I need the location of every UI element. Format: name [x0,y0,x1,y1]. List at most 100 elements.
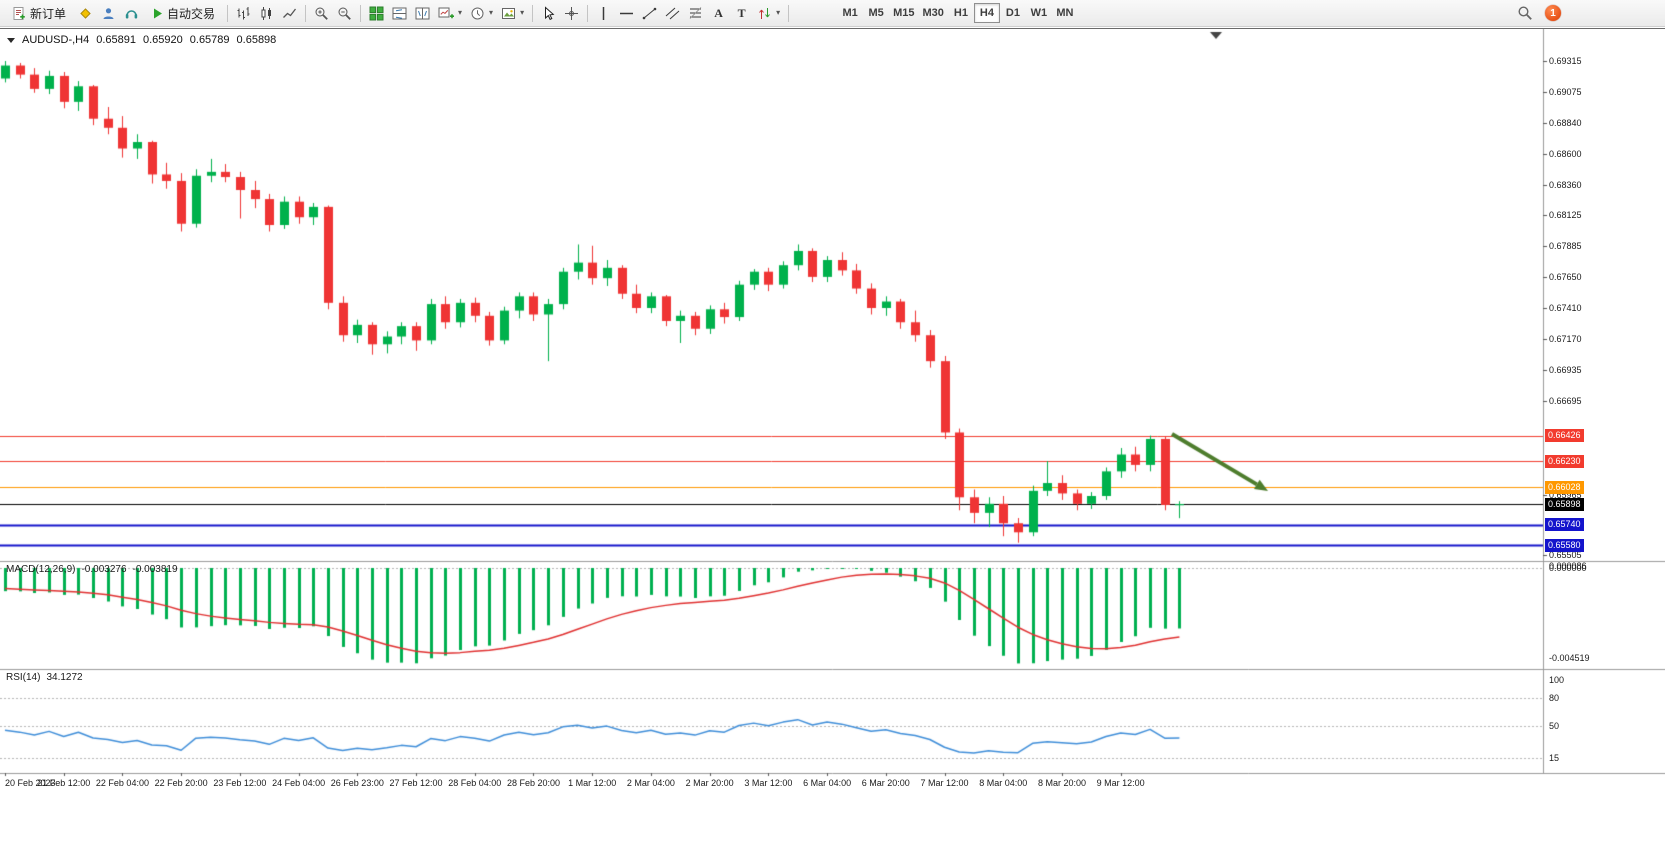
chart-ohlc-readout: AUDUSD-,H4 0.65891 0.65920 0.65789 0.658… [7,34,276,46]
chart-canvas[interactable] [0,29,1665,795]
new-order-button[interactable]: 新订单 [4,2,74,24]
chart-open-value: 0.65891 [96,34,136,46]
new-chart-dropdown-button[interactable]: ▾ [434,2,466,24]
timeframe-h1-button[interactable]: H1 [948,3,974,23]
fibonacci-button[interactable] [684,2,707,24]
cursor-button[interactable] [537,2,560,24]
timeframe-d1-button[interactable]: D1 [1000,3,1026,23]
timeframe-mn-button[interactable]: MN [1052,3,1078,23]
text-icon: A [714,5,723,20]
rsi-value: 34.1272 [46,672,83,683]
zoom-out-icon [338,7,351,20]
timeframe-m1-button[interactable]: M1 [837,3,863,23]
mql5-community-button[interactable] [97,2,120,24]
text-label-button[interactable]: T [730,2,753,24]
fibonacci-icon [689,6,702,19]
time-axis-label: 22 Feb 20:00 [154,778,208,788]
market-button[interactable] [120,2,143,24]
arrows-icon [759,7,770,19]
horizontal-line-button[interactable] [615,2,638,24]
zoom-out-button[interactable] [333,2,356,24]
chart-symbol-period: AUDUSD-,H4 [22,34,90,46]
time-axis-label: 28 Feb 04:00 [448,778,502,788]
time-axis-label: 22 Feb 04:00 [95,778,149,788]
cursor-icon [545,5,555,20]
time-axis-label: 2 Mar 20:00 [685,778,734,788]
time-axis-label: 24 Feb 04:00 [272,778,326,788]
timeframe-h4-button[interactable]: H4 [973,3,1000,23]
metaeditor-icon [80,7,91,19]
time-axis-label: 26 Feb 23:00 [330,778,384,788]
crosshair-icon [565,6,579,20]
line-chart-button[interactable] [278,2,301,24]
trendline-icon [642,7,657,19]
tile-horizontally-icon [392,7,407,19]
time-axis-label: 2 Mar 04:00 [626,778,675,788]
rsi-level-label: 100 [1549,675,1565,685]
new-chart-icon [438,7,455,18]
one-click-trading-toggle[interactable] [7,37,15,43]
text-label-icon: T [737,5,746,20]
zoom-in-button[interactable] [310,2,333,24]
price-level-label-support-2: 0.65580 [1545,538,1584,552]
time-axis-label: 6 Mar 20:00 [861,778,910,788]
price-tick-label: 0.67170 [1549,334,1582,345]
time-axis-label: 27 Feb 12:00 [389,778,443,788]
macd-indicator-label: MACD(12,26,9) -0.003276 -0.003819 [6,564,178,575]
rsi-indicator-label: RSI(14) 34.1272 [6,672,83,683]
chart-low-value: 0.65789 [189,34,230,46]
tile-windows-button[interactable] [365,2,388,24]
time-axis-label: 20 Feb 2023 [5,778,56,788]
new-order-icon [13,6,25,20]
bar-chart-button[interactable] [232,2,255,24]
price-tick-label: 0.68840 [1549,117,1582,128]
price-level-label-resistance-1: 0.66426 [1545,429,1584,443]
tile-vertically-button[interactable] [411,2,434,24]
price-tick-label: 0.66935 [1549,364,1582,375]
person-icon [103,7,114,19]
price-tick-label: 0.69075 [1549,87,1582,98]
search-button[interactable] [1513,2,1537,24]
tile-horizontally-button[interactable] [388,2,411,24]
crosshair-button[interactable] [560,2,583,24]
time-axis-label: 21 Feb 12:00 [37,778,91,788]
time-axis-label: 1 Mar 12:00 [568,778,617,788]
rsi-level-label: 15 [1549,753,1560,764]
periods-dropdown-button[interactable]: ▾ [466,2,497,24]
templates-dropdown-button[interactable]: ▾ [497,2,528,24]
toolbar-separator [788,4,790,22]
equidistant-channel-button[interactable] [661,2,684,24]
template-icon [502,7,516,19]
time-axis-label: 7 Mar 12:00 [920,778,969,788]
price-level-label-current-price: 0.65898 [1545,497,1584,511]
bar-chart-icon [237,6,250,19]
autotrading-button[interactable]: 自动交易 [143,2,223,24]
notifications-badge[interactable]: 1 [1545,5,1561,21]
new-order-label: 新订单 [30,6,67,21]
timeframe-m5-button[interactable]: M5 [863,3,889,23]
candlestick-chart-icon [261,6,272,20]
time-axis-label: 8 Mar 20:00 [1037,778,1086,788]
metaeditor-button[interactable] [74,2,97,24]
arrows-dropdown-button[interactable]: ▾ [753,2,784,24]
chart-high-value: 0.65920 [143,34,183,46]
timeframe-w1-button[interactable]: W1 [1026,3,1052,23]
price-level-label-resistance-2: 0.66230 [1545,454,1584,468]
price-tick-label: 0.66695 [1549,395,1582,406]
macd-name: MACD(12,26,9) [6,564,76,575]
price-tick-label: 0.68360 [1549,179,1582,190]
toolbar-separator [587,4,589,22]
time-axis-label: 28 Feb 20:00 [506,778,560,788]
candlestick-chart-button[interactable] [255,2,278,24]
chart-window: AUDUSD-,H4 0.65891 0.65920 0.65789 0.658… [0,28,1665,795]
trendline-button[interactable] [638,2,661,24]
timeframe-m30-button[interactable]: M30 [919,3,948,23]
price-tick-label: 0.67410 [1549,303,1582,313]
timeframe-m15-button[interactable]: M15 [889,3,918,23]
chevron-down-icon: ▾ [776,8,781,17]
text-button[interactable]: A [707,2,730,24]
vertical-line-button[interactable] [592,2,615,24]
rsi-level-label: 50 [1549,721,1560,731]
toolbar-separator [360,4,362,22]
